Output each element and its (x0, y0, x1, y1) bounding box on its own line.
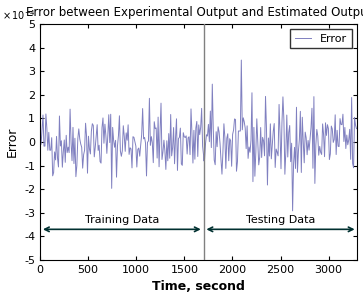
Text: $\times\,10^{-4}$: $\times\,10^{-4}$ (2, 8, 36, 22)
Error (346, 143, 350, 147)
X-axis label: Time, second: Time, second (152, 280, 245, 293)
Error (318, 145, 322, 148)
Error (355, 127, 360, 130)
Title: Error between Experimental Output and Estimated Output: Error between Experimental Output and Es… (25, 6, 363, 19)
Error (236, 129, 241, 133)
Error (290, 209, 295, 213)
Text: Training Data: Training Data (85, 215, 159, 225)
Error (239, 58, 244, 62)
Error (63, 161, 68, 164)
Error (74, 175, 78, 179)
Y-axis label: Error: Error (5, 127, 19, 157)
Error (46, 131, 51, 134)
Text: Testing Data: Testing Data (246, 215, 315, 225)
Line: Error: Error (40, 60, 358, 211)
Error (38, 131, 42, 135)
Legend: Error: Error (290, 29, 352, 48)
